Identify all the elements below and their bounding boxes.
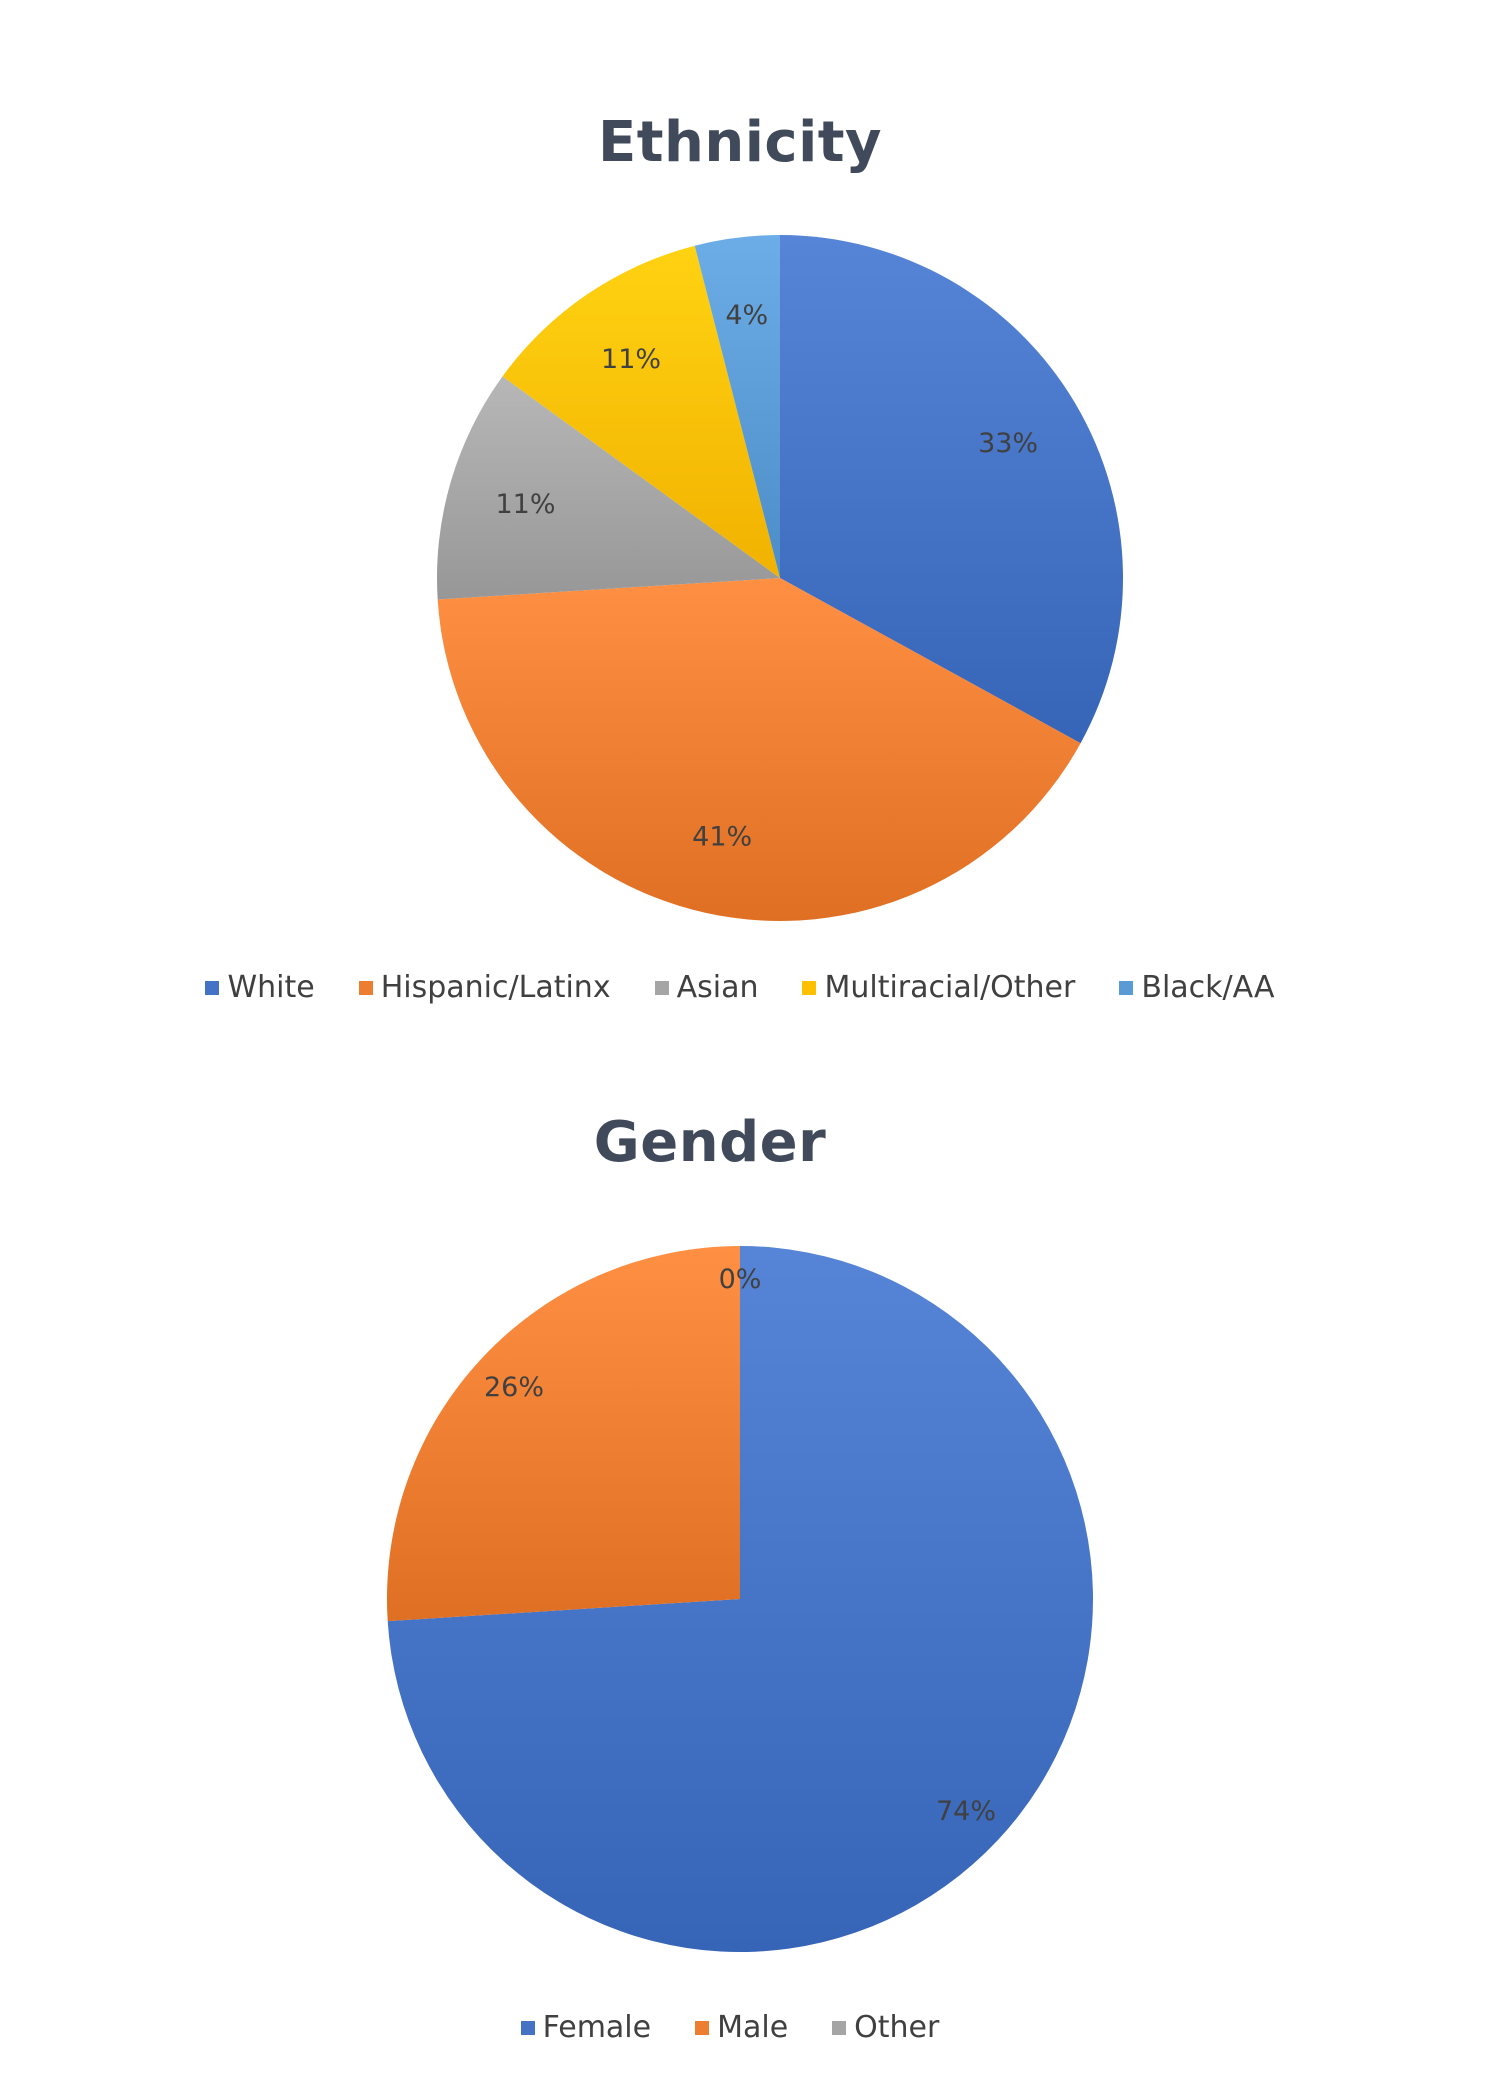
gender-legend-item-other: Other [832,2010,939,2045]
legend-swatch [205,980,220,995]
gender-label-other: 0% [719,1264,762,1295]
legend-label: White [227,970,315,1005]
legend-label: Multiracial/Other [824,970,1076,1005]
legend-swatch [802,980,817,995]
ethnicity-label-black-aa: 4% [725,300,768,331]
ethnicity-slice-asian [436,376,780,600]
gender-label-female: 74% [936,1796,996,1827]
legend-swatch [654,980,669,995]
gender-label-male: 26% [484,1372,544,1403]
ethnicity-slice-hispanic-latinx [437,578,1081,922]
legend-swatch [520,2020,535,2035]
ethnicity-label-white: 33% [978,428,1038,459]
ethnicity-pie: 33% 41% 11% 11% 4% [436,235,1124,922]
ethnicity-slice-black-aa [694,235,780,578]
gender-legend-item-male: Male [695,2010,788,2045]
legend-label: Hispanic/Latinx [380,970,611,1005]
ethnicity-legend: White Hispanic/Latinx Asian Multiracial/Oth… [0,970,1490,1005]
gender-slice-male [387,1246,740,1622]
legend-label: Male [717,2010,789,2045]
ethnicity-label-asian: 11% [496,489,556,520]
ethnicity-label-hispanic-latinx: 41% [692,822,752,853]
gender-chart: Gender 74% 26% 0% Female Male Other [0,1110,1500,2070]
ethnicity-chart-title: Ethnicity [597,110,883,175]
ethnicity-label-multiracial-other: 11% [601,344,661,375]
legend-label: Black/AA [1141,970,1275,1005]
legend-swatch [358,980,373,995]
gender-legend: Female Male Other [0,2010,1480,2045]
gender-chart-title: Gender [593,1110,827,1175]
legend-swatch [695,2020,710,2035]
ethnicity-legend-item-hispanic-latinx: Hispanic/Latinx [358,970,611,1005]
legend-swatch [832,2020,847,2035]
gender-pie: 74% 26% 0% [387,1246,1094,1952]
legend-label: Asian [676,970,759,1005]
gender-slice-female [387,1246,1094,1952]
ethnicity-legend-item-asian: Asian [654,970,759,1005]
ethnicity-legend-item-black-aa: Black/AA [1119,970,1275,1005]
ethnicity-legend-item-white: White [205,970,315,1005]
ethnicity-slice-multiracial-other [502,245,780,578]
ethnicity-legend-item-multiracial-other: Multiracial/Other [802,970,1075,1005]
gender-legend-item-female: Female [520,2010,652,2045]
legend-swatch [1119,980,1134,995]
legend-label: Female [542,2010,652,2045]
ethnicity-chart: Ethnicity 33% 41% 11% 11% 4% White Hispanic/L… [0,100,1500,1030]
ethnicity-slice-white [780,235,1124,744]
legend-label: Other [854,2010,940,2045]
